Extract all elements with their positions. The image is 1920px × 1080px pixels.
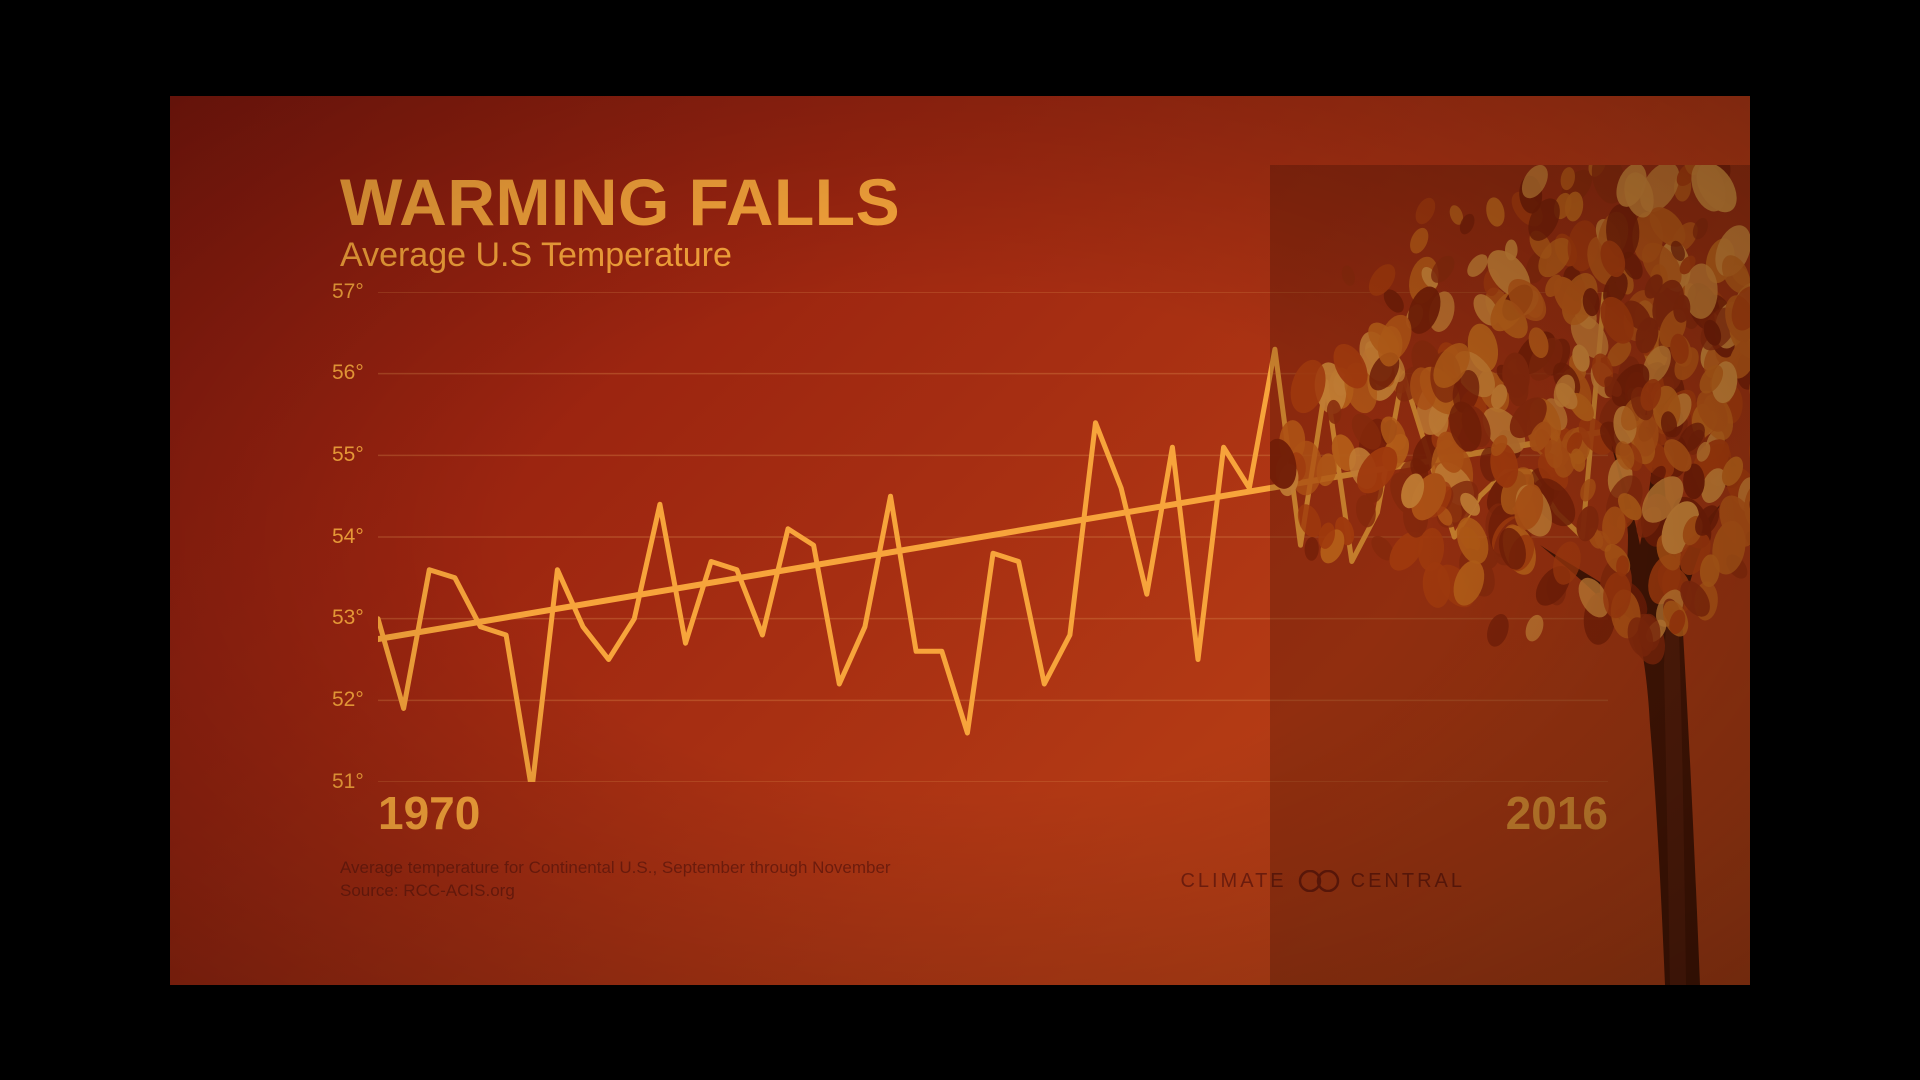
y-tick-label: 57°: [332, 280, 364, 304]
footnote-line2: Source: RCC-ACIS.org: [340, 879, 891, 903]
y-tick-label: 55°: [332, 443, 364, 467]
brand-text-left: CLIMATE: [1180, 870, 1286, 893]
temperature-chart: [378, 292, 1608, 782]
x-axis-labels: 1970 2016: [378, 786, 1608, 840]
y-tick-label: 52°: [332, 688, 364, 712]
infographic-canvas: WARMING FALLS Average U.S Temperature 51…: [170, 96, 1750, 985]
title-block: WARMING FALLS Average U.S Temperature: [340, 164, 900, 275]
y-tick-label: 53°: [332, 606, 364, 630]
x-end-year: 2016: [1506, 786, 1608, 840]
x-start-year: 1970: [378, 787, 480, 839]
y-tick-label: 51°: [332, 770, 364, 794]
footnote: Average temperature for Continental U.S.…: [340, 856, 891, 904]
brand-logo-icon: [1297, 870, 1341, 892]
y-tick-label: 54°: [332, 525, 364, 549]
chart-title: WARMING FALLS: [340, 164, 900, 240]
y-tick-label: 56°: [332, 361, 364, 385]
chart-subtitle: Average U.S Temperature: [340, 236, 900, 275]
brand-text-right: CENTRAL: [1351, 870, 1465, 893]
brand-attribution: CLIMATE CENTRAL: [1180, 870, 1465, 893]
footnote-line1: Average temperature for Continental U.S.…: [340, 856, 891, 880]
